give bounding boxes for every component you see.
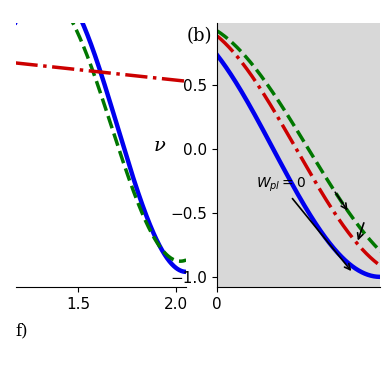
Text: f): f): [16, 322, 28, 339]
Text: (b): (b): [186, 27, 212, 45]
Text: $W_{pl}=0$: $W_{pl}=0$: [256, 175, 350, 270]
Y-axis label: ν: ν: [154, 137, 166, 155]
